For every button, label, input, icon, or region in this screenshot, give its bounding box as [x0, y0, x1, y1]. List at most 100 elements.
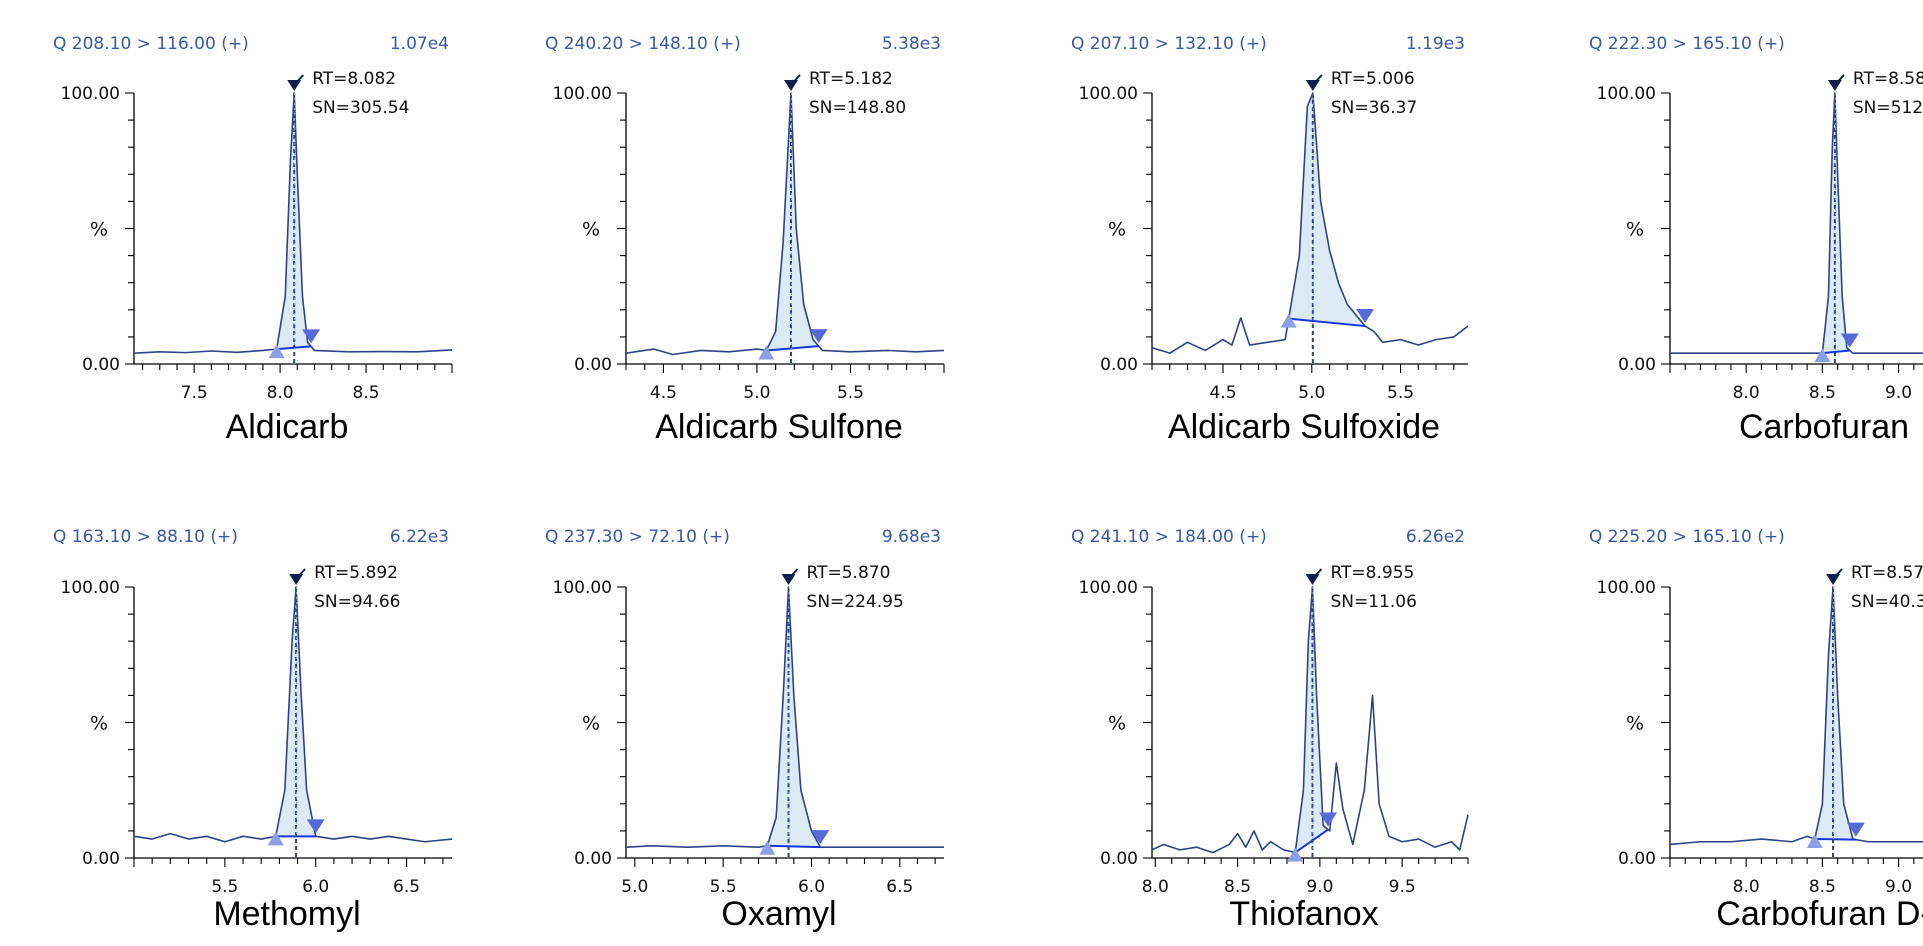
integration-baseline — [767, 844, 821, 849]
chromatogram-panel: Q 163.10 > 88.10 (+) 6.22e3 100.00 0.00% 5.5… — [53, 527, 453, 933]
chromatogram-panel: Q 225.20 > 165.10 (+) 100.00 0.00% 8.0 8.5 9.… — [1589, 527, 1923, 933]
x-tick-label: 5.0 — [743, 383, 770, 403]
compound-name: Carbofuran D- — [1716, 895, 1923, 933]
trace-line — [625, 92, 945, 356]
y-axis-label: % — [582, 713, 600, 735]
sn-annotation: SN=94.66 — [314, 592, 400, 612]
peak-apex-tick — [789, 74, 801, 87]
chromatogram-panel: Q 207.10 > 132.10 (+) 1.19e3 100.00 0.00% 4.… — [1071, 34, 1469, 446]
peak-end-marker — [809, 329, 828, 344]
x-tick-label: 6.5 — [886, 877, 913, 897]
y-tick-label: 100.00 — [1597, 578, 1656, 598]
x-tick-label: 7.5 — [181, 383, 208, 403]
y-axis-label: % — [90, 219, 108, 241]
y-axis-label: % — [1108, 219, 1126, 241]
peak-apex-tick — [294, 568, 306, 581]
rt-annotation: RT=5.892 — [314, 563, 398, 583]
transition-label: Q 237.30 > 72.10 (+) — [545, 527, 730, 547]
peak-apex-tick — [292, 74, 304, 87]
x-tick-label: 5.5 — [837, 383, 864, 403]
x-tick-label: 8.0 — [1733, 383, 1760, 403]
peak-end-marker — [302, 329, 321, 344]
intensity-label: 5.38e3 — [882, 34, 941, 54]
sn-annotation: SN=512.83 — [1853, 98, 1923, 118]
x-tick-label: 5.0 — [621, 877, 648, 897]
y-tick-label: 0.00 — [82, 355, 120, 375]
peak-apex-tick — [786, 568, 799, 581]
chromatogram-panel: Q 222.30 > 165.10 (+) 100.00 0.00% 8.0 8.5 9.… — [1589, 34, 1923, 446]
x-tick-label: 9.0 — [1885, 877, 1912, 897]
x-tick-label: 5.5 — [710, 877, 737, 897]
sn-annotation: SN=148.80 — [809, 98, 906, 118]
integration-baseline — [1822, 349, 1850, 355]
peak-apex-tick — [1831, 568, 1843, 581]
trace-line — [625, 586, 944, 848]
peak-area — [1814, 587, 1856, 840]
x-tick-label: 9.0 — [1885, 383, 1912, 403]
y-tick-label: 100.00 — [1079, 578, 1138, 598]
peak-area — [767, 587, 821, 848]
peak-end-marker — [306, 819, 325, 834]
rt-annotation: RT=8.955 — [1330, 563, 1414, 583]
peak-start-marker — [758, 345, 775, 360]
y-axis-label: % — [582, 219, 600, 241]
rt-annotation: RT=5.006 — [1331, 69, 1415, 89]
trace-line — [133, 92, 453, 354]
rt-annotation: RT=8.570 — [1851, 563, 1923, 583]
transition-label: Q 241.10 > 184.00 (+) — [1071, 527, 1267, 547]
compound-name: Oxamyl — [721, 895, 836, 933]
x-tick-label: 8.0 — [1142, 877, 1169, 897]
rt-annotation: RT=8.582 — [1853, 69, 1923, 89]
peak-end-marker — [1840, 333, 1859, 348]
peak-area — [766, 93, 819, 351]
peak-end-marker — [1356, 309, 1375, 324]
transition-label: Q 240.20 > 148.10 (+) — [545, 34, 741, 54]
intensity-label: 1.19e3 — [1406, 34, 1465, 54]
peak-apex-tick — [1833, 74, 1845, 87]
y-tick-label: 100.00 — [553, 578, 612, 598]
transition-label: Q 207.10 > 132.10 (+) — [1071, 34, 1267, 54]
sn-annotation: SN=36.37 — [1331, 98, 1417, 118]
x-tick-label: 4.5 — [1209, 383, 1236, 403]
y-tick-label: 100.00 — [61, 84, 120, 104]
compound-name: Aldicarb — [226, 408, 349, 446]
integration-baseline — [1288, 317, 1366, 328]
transition-label: Q 222.30 > 165.10 (+) — [1589, 34, 1785, 54]
compound-name: Aldicarb Sulfone — [655, 408, 903, 446]
trace-line — [1151, 586, 1469, 854]
integration-baseline — [1814, 838, 1856, 841]
compound-name: Aldicarb Sulfoxide — [1168, 408, 1440, 446]
x-tick-label: 5.0 — [1298, 383, 1325, 403]
trace-line — [1670, 92, 1923, 354]
rt-annotation: RT=8.082 — [312, 69, 396, 89]
peak-start-marker — [759, 840, 776, 855]
y-axis-label: % — [1108, 713, 1126, 735]
peak-apex-tick — [1311, 74, 1323, 87]
x-tick-label: 8.5 — [1809, 383, 1836, 403]
sn-annotation: SN=40.38 — [1851, 592, 1923, 612]
chromatogram-panel: Q 241.10 > 184.00 (+) 6.26e2 100.00 0.00% 8.… — [1071, 527, 1469, 933]
compound-name: Carbofuran — [1739, 408, 1909, 446]
x-tick-label: 5.5 — [1387, 383, 1414, 403]
peak-end-marker — [811, 830, 830, 845]
peak-start-marker — [267, 831, 284, 846]
intensity-label: 6.22e3 — [390, 527, 449, 547]
chromatogram-panel: Q 240.20 > 148.10 (+) 5.38e3 100.00 0.00% 4.… — [545, 34, 945, 446]
y-tick-label: 0.00 — [1100, 355, 1138, 375]
x-tick-label: 4.5 — [650, 383, 677, 403]
peak-start-marker — [1814, 348, 1831, 363]
peak-end-marker — [1319, 812, 1338, 827]
intensity-label: 6.26e2 — [1406, 527, 1465, 547]
x-tick-label: 6.5 — [393, 877, 420, 897]
chromatogram-panel: Q 237.30 > 72.10 (+) 9.68e3 100.00 0.00% 5.0… — [545, 527, 944, 933]
y-tick-label: 0.00 — [1100, 849, 1138, 869]
y-tick-label: 100.00 — [61, 578, 120, 598]
chromatogram-panel: Q 208.10 > 116.00 (+) 1.07e4 100.00 0.00% 7.… — [53, 34, 453, 446]
x-tick-label: 5.5 — [211, 877, 238, 897]
transition-label: Q 208.10 > 116.00 (+) — [53, 34, 249, 54]
peak-start-marker — [1280, 313, 1297, 328]
peak-start-marker — [1806, 834, 1823, 849]
integration-baseline — [766, 345, 819, 352]
